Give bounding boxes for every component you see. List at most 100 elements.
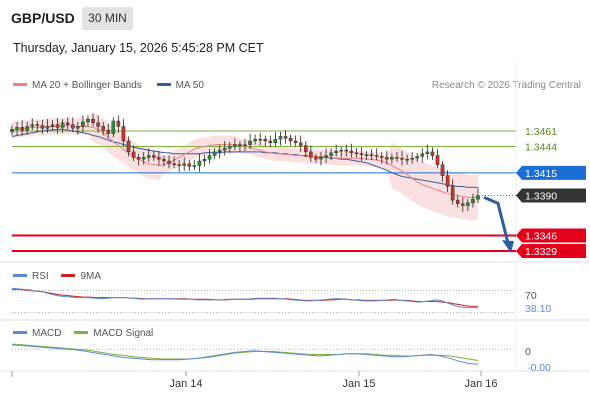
candle	[415, 156, 420, 159]
candle	[45, 126, 50, 129]
macd-signal-legend-swatch	[74, 330, 89, 334]
candle	[25, 126, 29, 131]
candle	[303, 145, 308, 153]
candle	[30, 124, 35, 127]
candle	[20, 127, 24, 131]
x-tick-label: Jan 15	[342, 378, 375, 390]
candle	[243, 144, 247, 146]
ma50-line	[11, 128, 478, 188]
rsi-current-value: 38.10	[525, 303, 551, 315]
candle	[268, 140, 273, 144]
candle	[207, 155, 212, 160]
credit-text: Research © 2026 Trading Central	[431, 80, 581, 91]
candle	[141, 157, 146, 160]
ma20-legend-swatch	[13, 82, 27, 86]
candle	[420, 153, 425, 157]
candle	[182, 163, 187, 166]
candle	[76, 126, 80, 129]
candle	[238, 144, 242, 146]
pivot-price-tag	[516, 165, 586, 180]
candle	[400, 158, 404, 160]
support-price-tag	[516, 228, 586, 243]
candle	[116, 120, 121, 127]
candle	[167, 160, 171, 164]
candle	[283, 136, 288, 139]
rsi-line	[11, 287, 479, 309]
support-price-label: 1.3346	[525, 231, 557, 243]
macd-signal-legend-label: MACD Signal	[93, 328, 154, 339]
current-price-label: 1.3390	[525, 191, 557, 203]
candle	[430, 151, 435, 156]
candle	[319, 157, 323, 160]
symbol-title: GBP/USD	[11, 10, 75, 26]
candle	[471, 198, 475, 204]
candle	[172, 163, 176, 165]
candle	[278, 136, 283, 140]
candle	[379, 156, 384, 158]
candle	[425, 151, 430, 154]
candle	[202, 158, 207, 162]
macd-legend: MACD MACD Signal	[13, 328, 153, 339]
rsi-ma-legend-label: 9MA	[80, 271, 102, 282]
candle	[349, 150, 354, 154]
forecast-arrow	[483, 195, 510, 244]
candle	[344, 149, 349, 152]
ma20-legend-label: MA 20 + Bollinger Bands	[32, 80, 142, 91]
candle	[440, 164, 445, 176]
macd-zero-label: 0	[525, 346, 531, 358]
resistance-label: 1.3444	[525, 141, 557, 153]
candle	[217, 149, 222, 153]
pivot-price-label: 1.3415	[525, 168, 557, 180]
candle	[101, 126, 105, 131]
candle	[248, 140, 252, 145]
candle	[233, 144, 237, 147]
candle	[60, 122, 65, 128]
candle	[354, 152, 359, 155]
candle	[314, 157, 318, 160]
candle	[65, 122, 70, 125]
candle	[334, 150, 338, 154]
candle	[359, 153, 364, 155]
candle	[197, 160, 202, 166]
candle	[329, 152, 333, 156]
candle	[50, 124, 55, 127]
candle	[385, 157, 389, 160]
current-price-tag	[516, 188, 586, 203]
candle	[15, 127, 19, 130]
timestamp: Thursday, January 15, 2026 5:45:28 PM CE…	[13, 41, 264, 55]
candle	[450, 186, 455, 201]
candle	[222, 148, 227, 151]
candle	[91, 118, 95, 124]
rsi-legend-label: RSI	[32, 271, 49, 282]
candle	[258, 138, 262, 141]
resistance-label: 1.3461	[525, 126, 557, 138]
candle	[126, 140, 131, 153]
rsi-level-label: 70	[525, 290, 537, 302]
candle	[405, 158, 409, 161]
candle	[476, 195, 480, 200]
candle	[111, 120, 116, 134]
candle	[293, 140, 298, 144]
macd-current-value: -0.00	[527, 362, 551, 374]
support-price-tag	[516, 244, 586, 258]
candle	[86, 118, 90, 123]
candle	[395, 157, 399, 159]
candle	[81, 121, 85, 127]
candle	[106, 129, 111, 134]
candle	[273, 138, 278, 144]
support-price-label: 1.3329	[525, 246, 557, 258]
candle	[187, 163, 192, 167]
timeframe-badge[interactable]: 30 MIN	[82, 7, 133, 30]
macd-legend-swatch	[13, 330, 27, 334]
candle	[410, 158, 414, 160]
candle	[369, 154, 374, 156]
candle	[157, 157, 161, 160]
candle	[10, 128, 14, 133]
candle	[121, 126, 126, 142]
candle	[339, 149, 344, 152]
candle	[253, 138, 257, 142]
candle	[298, 142, 303, 146]
rsi-ma-legend-swatch	[61, 273, 76, 277]
rsi-legend-swatch	[13, 273, 27, 277]
